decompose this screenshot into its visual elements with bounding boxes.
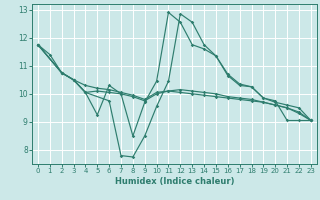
X-axis label: Humidex (Indice chaleur): Humidex (Indice chaleur) (115, 177, 234, 186)
